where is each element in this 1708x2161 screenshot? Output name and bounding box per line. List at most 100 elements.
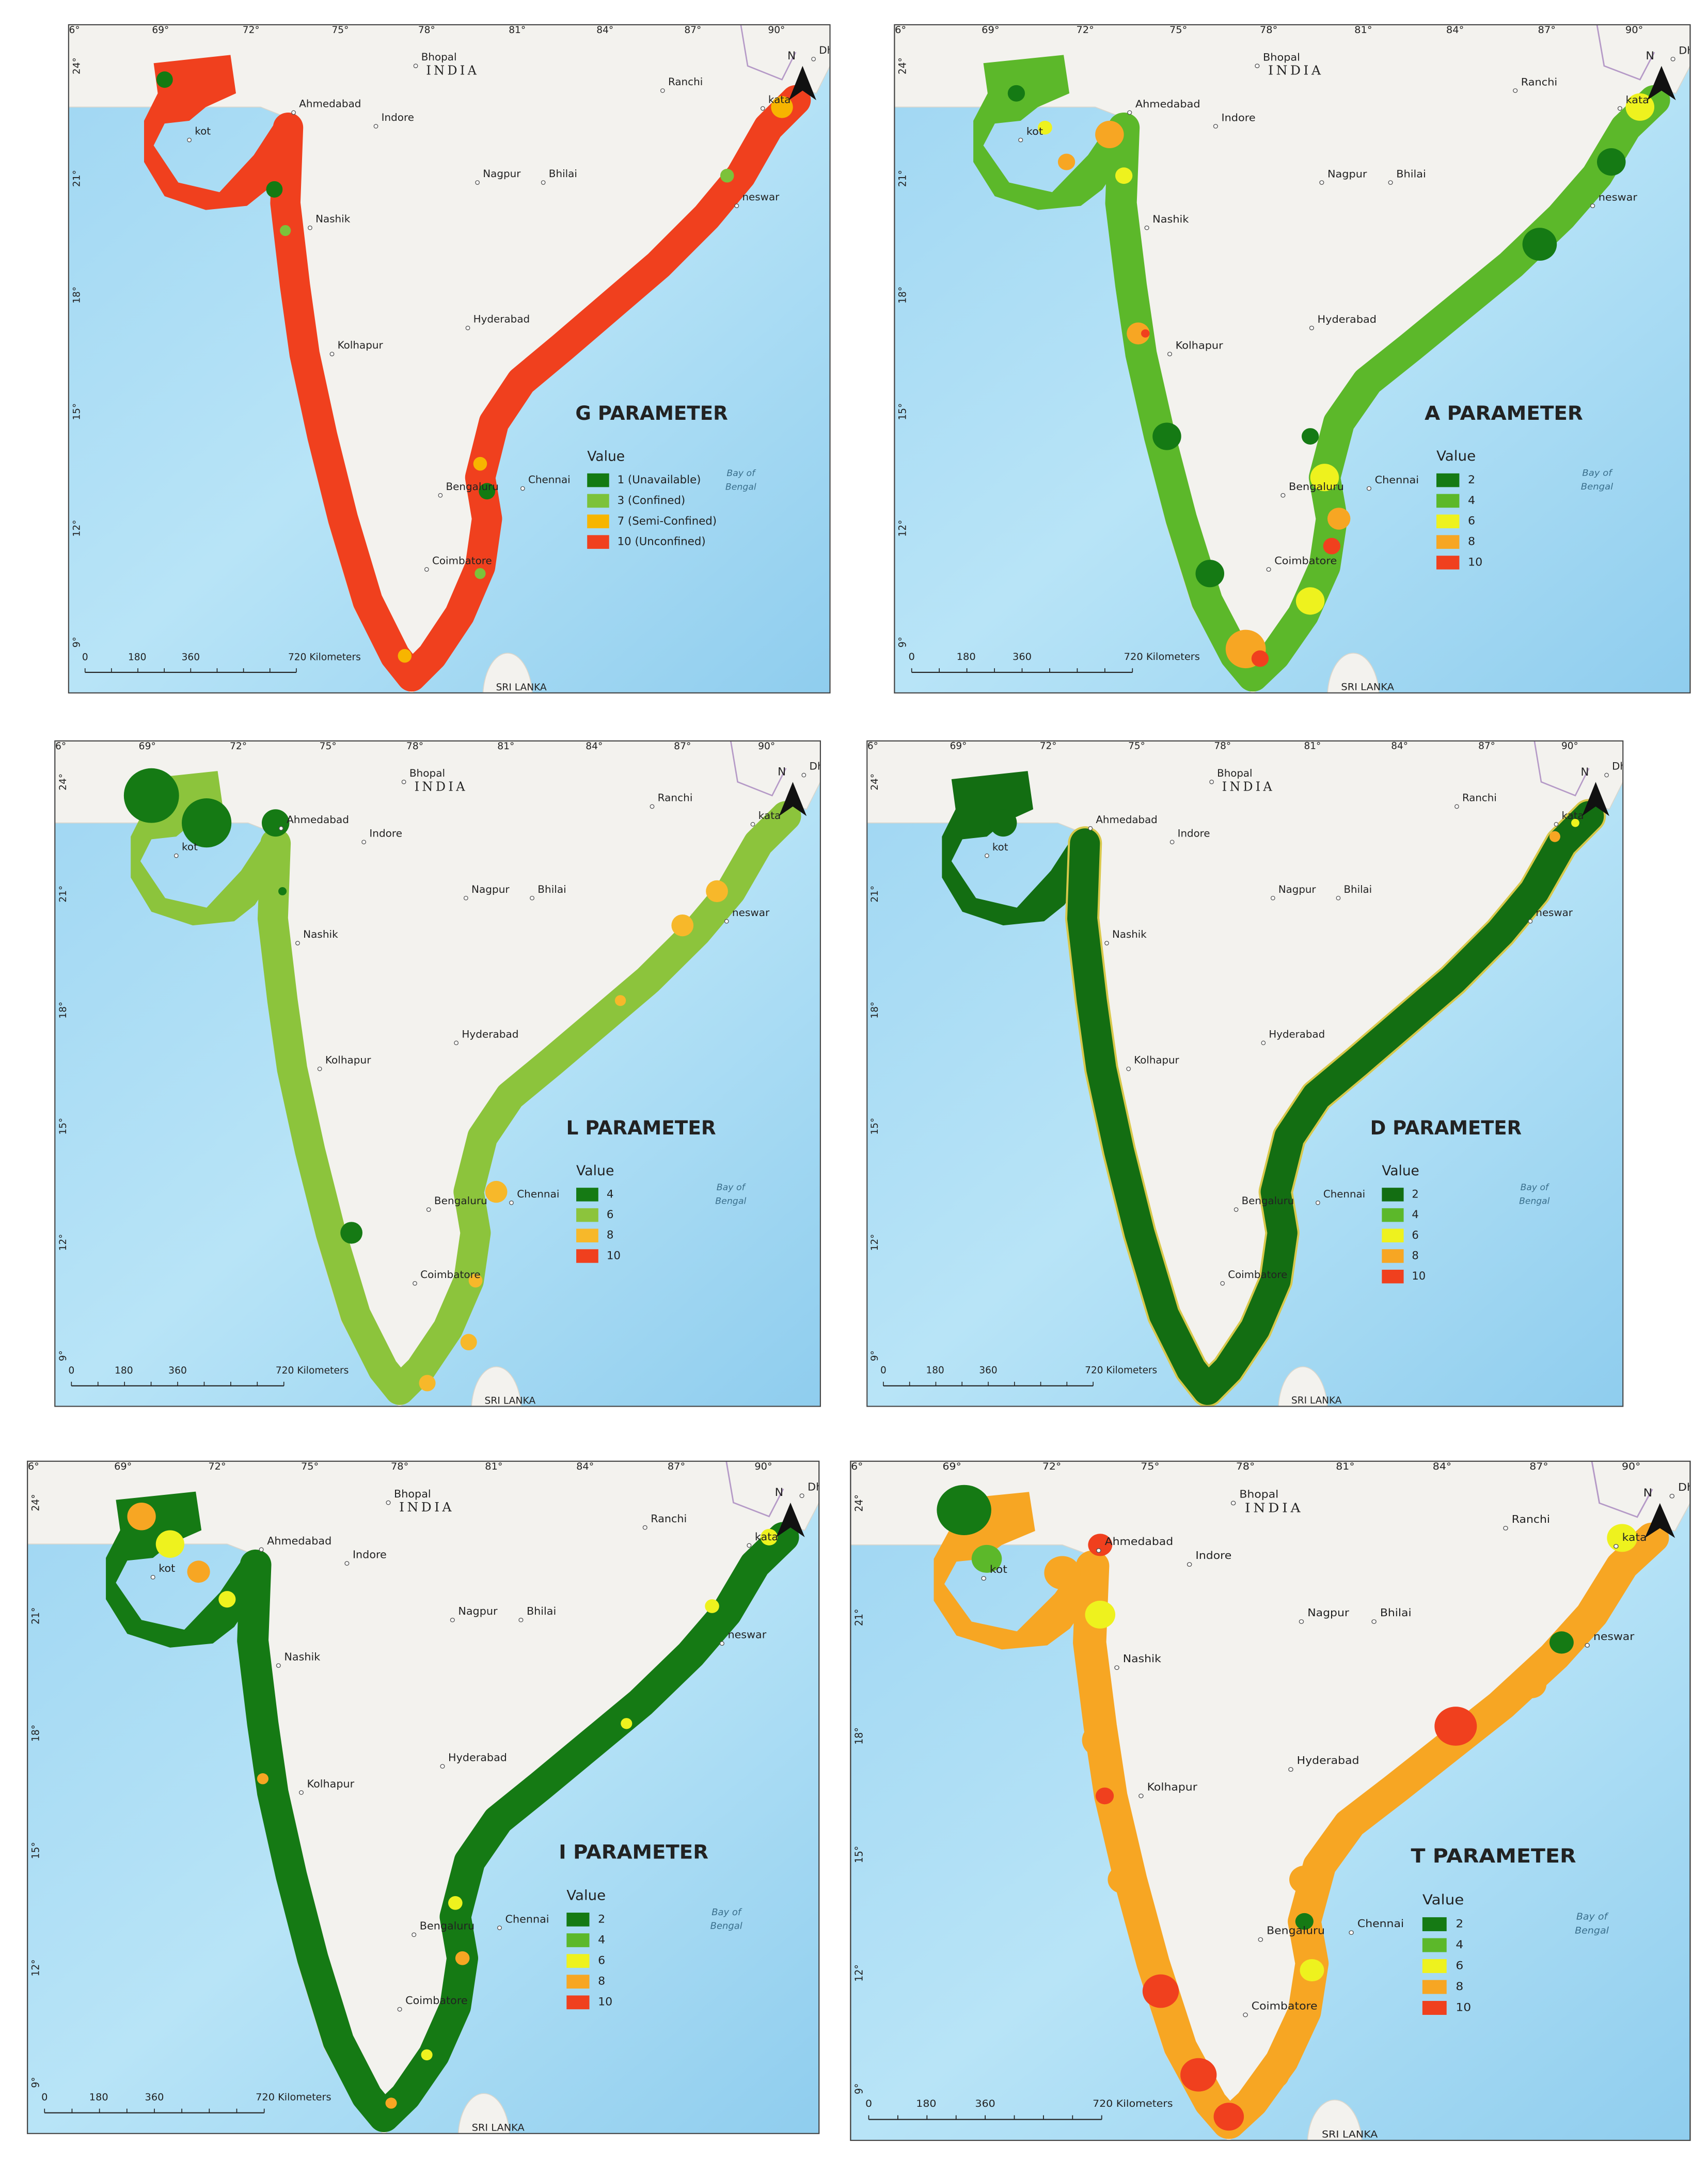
class-patch — [1301, 428, 1319, 445]
city-dot — [187, 137, 192, 143]
scale-label: 720 Kilometers — [1085, 1365, 1157, 1376]
city-label: Chennai — [505, 1913, 549, 1926]
longitude-label: 75° — [1169, 24, 1187, 36]
legend-swatch — [1422, 1959, 1447, 1973]
north-arrow — [776, 1503, 805, 1537]
longitude-label: 66° — [844, 1461, 863, 1472]
class-patch — [1549, 1631, 1574, 1654]
scale-label: 360 — [979, 1365, 997, 1376]
city-label: Dha — [1679, 44, 1700, 56]
latitude-label: 18° — [869, 1002, 880, 1019]
city-label: Nagpur — [1278, 884, 1317, 895]
city-dot — [1554, 822, 1559, 827]
class-patch — [1295, 587, 1325, 615]
city-dot — [424, 567, 429, 572]
class-patch — [419, 1375, 436, 1392]
city-label: kot — [1026, 125, 1043, 137]
city-dot — [1114, 1665, 1119, 1670]
legend-label: 6 — [607, 1208, 614, 1221]
latitude-label: 21° — [853, 1609, 865, 1627]
city-dot — [1590, 203, 1595, 209]
scale-label: 180 — [916, 2098, 936, 2109]
state-border — [1596, 24, 1655, 81]
city-label: Chennai — [1357, 1917, 1404, 1930]
city-dot — [509, 1200, 514, 1205]
city-dot — [760, 106, 765, 111]
city-dot — [1088, 826, 1093, 831]
legend-swatch — [587, 514, 609, 529]
city-dot — [259, 1547, 264, 1552]
city-dot — [750, 822, 755, 827]
class-patch — [1571, 818, 1579, 827]
latitude-label: 21° — [71, 170, 82, 187]
longitude-label: 75° — [320, 741, 337, 752]
city-dot — [438, 493, 443, 498]
scale-label: 720 Kilometers — [1124, 652, 1200, 663]
bay-label: Bengal — [1581, 482, 1614, 493]
city-label: Bengaluru — [1267, 1925, 1325, 1937]
city-label: Nashik — [303, 928, 338, 940]
class-patch — [971, 1544, 1002, 1573]
city-label: Chennai — [528, 474, 571, 486]
city-label: Coimbatore — [1252, 1999, 1318, 2012]
scale-label: 0 — [865, 2098, 872, 2109]
class-patch — [278, 887, 287, 895]
city-dot — [1127, 110, 1132, 115]
bay-label: Bengal — [1575, 1926, 1609, 1936]
city-label: Nagpur — [458, 1605, 498, 1617]
legend-swatch — [587, 494, 609, 508]
north-label: N — [778, 766, 786, 779]
legend-label: 6 — [1412, 1228, 1418, 1241]
scale-label: 0 — [909, 652, 915, 663]
bay-label: Bay of — [1521, 1182, 1550, 1193]
bay-label: Bengal — [710, 1921, 742, 1932]
bay-label: Bengal — [715, 1196, 746, 1207]
legend-title: Value — [1436, 449, 1476, 464]
latitude-label: 24° — [58, 774, 69, 791]
sri-lanka-land — [1307, 2099, 1363, 2141]
longitude-label: 81° — [1304, 740, 1321, 751]
latitude-label: 15° — [853, 1846, 865, 1864]
city-label: neswar — [728, 1629, 766, 1641]
sri-lanka-label: SRI LANKA — [1322, 2128, 1378, 2140]
map-body: INDIA Ahmedabad Indore Bhopal Ranchi Nagpur Bh… — [55, 740, 820, 1407]
city-label: Bhilai — [537, 883, 566, 895]
class-patch — [1115, 167, 1133, 184]
legend-label: 4 — [1412, 1208, 1418, 1221]
latitude-label: 21° — [30, 1607, 41, 1624]
city-dot — [1319, 180, 1324, 185]
latitude-label: 12° — [71, 520, 82, 537]
city-dot — [1230, 1501, 1236, 1506]
longitude-label: 78° — [418, 25, 435, 36]
legend-swatch — [1422, 2000, 1447, 2015]
legend-label: 6 — [598, 1954, 605, 1967]
latitude-label: 18° — [30, 1725, 41, 1742]
city-dot — [799, 1493, 804, 1498]
longitude-label: 69° — [942, 1461, 961, 1472]
city-label: kata — [755, 1531, 778, 1543]
longitude-label: 78° — [1236, 1461, 1255, 1472]
city-dot — [298, 1790, 304, 1795]
legend-label: 2 — [1456, 1918, 1463, 1931]
city-dot — [454, 1040, 459, 1046]
city-dot — [520, 486, 525, 491]
city-dot — [373, 124, 378, 129]
city-label: Chennai — [517, 1188, 559, 1200]
longitude-label: 78° — [391, 1461, 408, 1472]
map-panel: INDIA Ahmedabad Indore Bhopal Ranchi Nagpur Bh… — [54, 740, 821, 1407]
city-dot — [1138, 1793, 1144, 1799]
city-label: Ranchi — [1512, 1513, 1550, 1525]
class-patch — [1127, 322, 1150, 345]
city-label: Nashik — [1152, 213, 1189, 225]
legend-swatch — [566, 1975, 590, 1989]
legend-label: 6 — [1468, 515, 1475, 527]
scale-label: 720 Kilometers — [276, 1365, 349, 1376]
legend-swatch — [1422, 1980, 1447, 1994]
city-label: Bengaluru — [446, 481, 499, 493]
country-label: INDIA — [1268, 63, 1323, 77]
city-label: Ranchi — [651, 1512, 687, 1525]
country-label: INDIA — [1222, 779, 1275, 794]
city-dot — [1018, 137, 1023, 143]
city-label: Kolhapur — [325, 1054, 371, 1066]
